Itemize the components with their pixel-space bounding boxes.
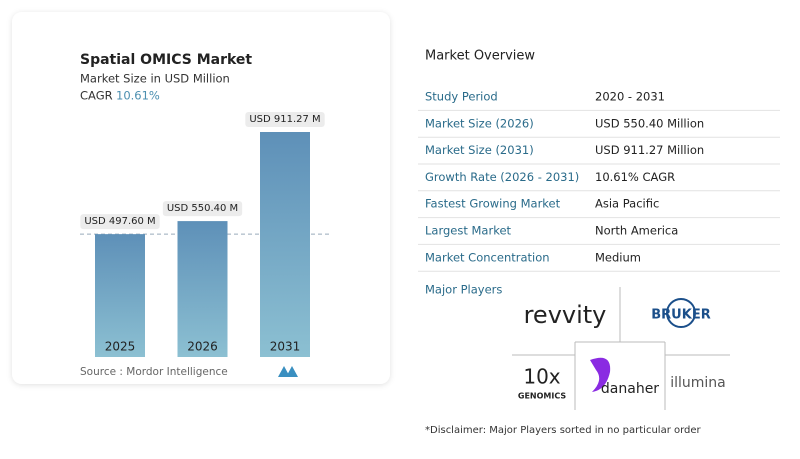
value-label: USD 911.27 M	[249, 114, 320, 125]
player-logo: BRUKER	[651, 308, 710, 323]
row-key: Growth Rate (2026 - 2031)	[425, 170, 579, 184]
chart-title: Spatial OMICS Market	[80, 52, 252, 68]
players-label: Major Players	[425, 283, 502, 297]
logo-icon	[666, 298, 696, 328]
bars: USD 497.60 M 2025 USD 550.40 M 2026 USD 911.…	[80, 112, 330, 357]
cagr-value: 10.61%	[116, 89, 160, 103]
row-key: Market Size (2026)	[425, 116, 534, 130]
row-key: Fastest Growing Market	[425, 197, 561, 211]
player-logo: 10x	[523, 365, 560, 389]
bar	[260, 132, 310, 357]
source-logo	[278, 366, 298, 377]
x-tick-label: 2031	[270, 340, 301, 354]
overview-table: Study Period 2020 - 2031 Market Size (2026…	[418, 90, 780, 272]
bar	[177, 221, 228, 357]
x-tick-label: 2025	[105, 340, 136, 354]
logo-icon	[590, 357, 611, 392]
player-logo: illumina	[670, 375, 726, 391]
row-value: 2020 - 2031	[595, 90, 665, 104]
value-label: USD 497.60 M	[84, 216, 155, 227]
disclaimer: *Disclaimer: Major Players sorted in no …	[425, 425, 702, 436]
row-key: Market Size (2031)	[425, 143, 534, 157]
bar	[95, 234, 145, 357]
row-value: North America	[595, 224, 678, 238]
player-logo: danaher	[601, 381, 659, 397]
row-value: Asia Pacific	[595, 197, 659, 211]
row-value: USD 911.27 Million	[595, 143, 704, 157]
value-label-bg	[162, 201, 243, 217]
overview-title: Market Overview	[425, 49, 535, 64]
row-key: Study Period	[425, 90, 498, 104]
x-tick-label: 2026	[187, 340, 218, 354]
chart-subtitle: Market Size in USD Million	[80, 72, 230, 86]
player-logo: revvity	[524, 301, 607, 329]
logo-grid	[512, 287, 730, 410]
value-label: USD 550.40 M	[167, 203, 238, 214]
row-key: Market Concentration	[425, 250, 550, 264]
row-key: Largest Market	[425, 224, 512, 238]
cagr-label: CAGR	[80, 89, 113, 103]
row-value: USD 550.40 Million	[595, 116, 704, 130]
player-logo: GENOMICS	[518, 392, 566, 401]
source: Source : Mordor Intelligence	[80, 366, 228, 378]
row-value: 10.61% CAGR	[595, 170, 675, 184]
value-label-bg	[80, 214, 160, 230]
row-value: Medium	[595, 250, 641, 264]
value-label-bg	[245, 112, 325, 127]
